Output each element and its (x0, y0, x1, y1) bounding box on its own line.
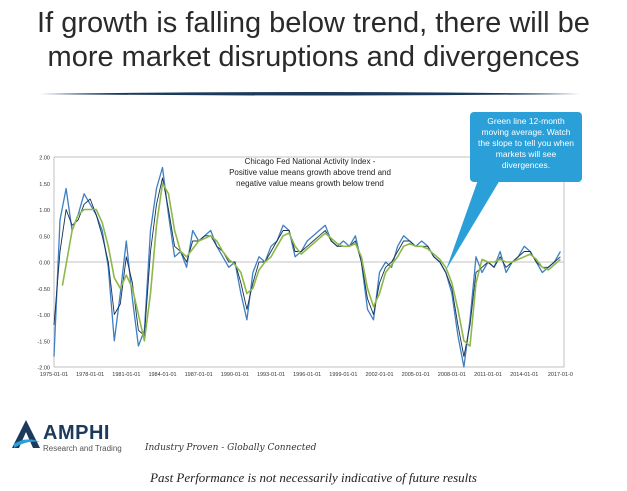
y-tick-label: 0.50 (39, 234, 50, 240)
x-tick-label: 1993-01-01 (257, 372, 285, 378)
x-tick-label: 1990-01-01 (221, 372, 249, 378)
callout-box: Green line 12-month moving average. Watc… (470, 112, 582, 182)
x-tick-label: 2014-01-01 (510, 372, 538, 378)
headline-line-1: If growth is falling below trend, there … (37, 7, 590, 39)
headline-divider (40, 92, 580, 96)
x-tick-label: 2002-01-01 (365, 372, 393, 378)
x-tick-label: 1975-01-01 (40, 372, 68, 378)
logo-name: AMPHI (43, 422, 110, 444)
x-tick-label: 1987-01-01 (185, 372, 213, 378)
x-tick-label: 2017-01-0 (548, 372, 573, 378)
x-tick-label: 1984-01-01 (148, 372, 176, 378)
tagline: Industry Proven - Globally Connected (145, 443, 317, 453)
y-tick-label: -0.50 (37, 287, 50, 293)
callout-text: Green line 12-month moving average. Watc… (478, 116, 574, 170)
chart-title-line-2: Positive value means growth above trend … (229, 168, 391, 177)
slide-headline: If growth is falling below trend, there … (0, 6, 627, 74)
y-tick-label: -2.00 (37, 366, 50, 372)
disclaimer: Past Performance is not necessarily indi… (150, 470, 477, 485)
logo-mark-icon (12, 420, 40, 448)
logo-subtitle: Research and Trading (43, 444, 122, 453)
x-tick-label: 2005-01-01 (402, 372, 430, 378)
y-tick-label: -1.00 (37, 313, 50, 319)
x-tick-label: 1978-01-01 (76, 372, 104, 378)
series-line-dark (53, 177, 561, 357)
x-tick-label: 2011-01-01 (474, 372, 502, 378)
chart-title: Chicago Fed National Activity Index - Po… (229, 157, 391, 188)
series-line-ma (61, 182, 561, 347)
chart-title-line-3: negative value means growth below trend (236, 179, 384, 188)
y-tick-label: 0.00 (39, 261, 50, 267)
x-tick-label: 1996-01-01 (293, 372, 321, 378)
y-tick-label: -1.50 (37, 339, 50, 345)
x-tick-label: 1981-01-01 (112, 372, 140, 378)
x-tick-label: 2008-01-01 (438, 372, 466, 378)
x-tick-label: 1999-01-01 (329, 372, 357, 378)
y-tick-label: 2.00 (39, 156, 50, 162)
amphi-logo: AMPHI Research and Trading (10, 418, 160, 458)
y-tick-label: 1.00 (39, 208, 50, 214)
chart-title-line-1: Chicago Fed National Activity Index - (245, 157, 376, 166)
y-axis-ticks: -2.00 -1.50 -1.00 -0.50 0.00 0.50 1.00 1.50 2.00 (37, 156, 50, 372)
x-axis-ticks: 1975-01-01 1978-01-01 1981-01-01 1984-01-01… (40, 372, 573, 378)
headline-line-2: more market disruptions and divergences (47, 41, 580, 73)
y-tick-label: 1.50 (39, 182, 50, 188)
